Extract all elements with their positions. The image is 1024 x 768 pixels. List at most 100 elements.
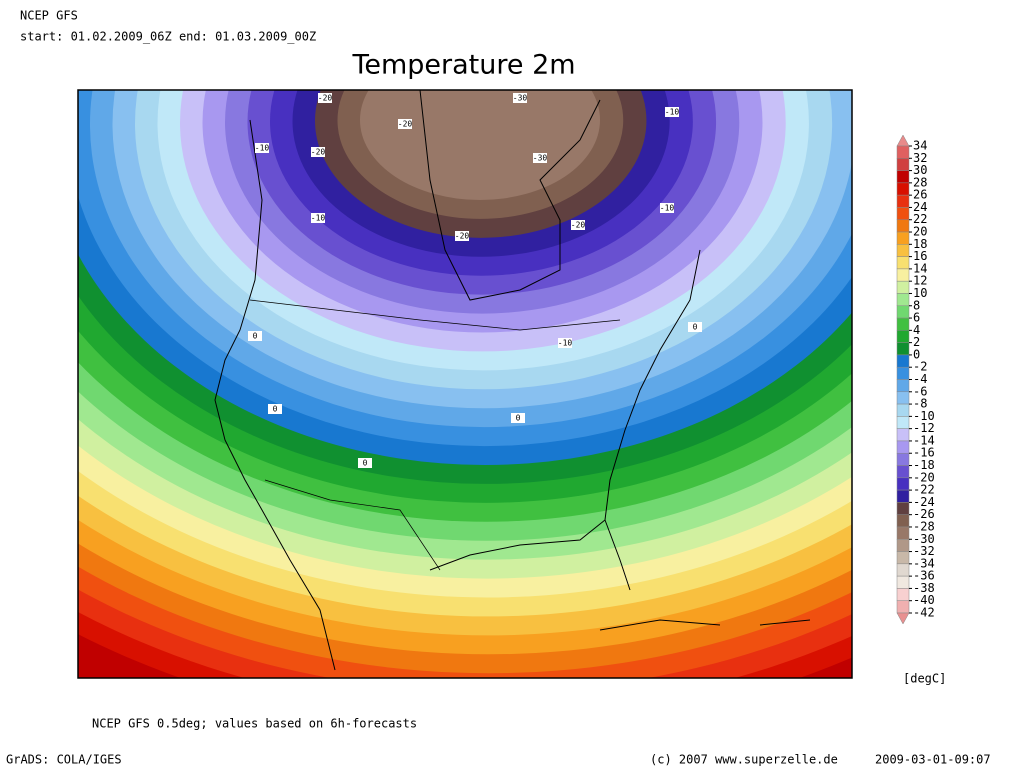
colorbar-label: -32 — [913, 544, 935, 558]
colorbar-cap — [896, 134, 910, 147]
contour-labels: -20 -30 -10 -20 -10 -20 -30 -20 -20 -10 -10 0 -10 0 0 0… — [248, 93, 702, 468]
colorbar-box — [896, 551, 910, 565]
colorbar-box — [896, 354, 910, 368]
colorbar-label: -34 — [913, 556, 935, 570]
colorbar-box — [896, 403, 910, 417]
colorbar-unit: [degC] — [903, 672, 946, 686]
colorbar-label: -6 — [913, 384, 927, 398]
contour-label-box — [660, 203, 674, 213]
colorbar-box — [896, 489, 910, 503]
colorbar-label: -42 — [913, 606, 935, 620]
colorbar-label: 8 — [913, 298, 920, 312]
colorbar-box — [896, 219, 910, 233]
colorbar-box — [896, 158, 910, 171]
colorbar-label: 14 — [913, 261, 927, 275]
contour-label: 0 — [253, 332, 258, 341]
colorbar-label: -18 — [913, 458, 935, 472]
contour-label-box — [311, 213, 325, 223]
coastline — [599, 619, 811, 631]
coastline — [214, 119, 336, 671]
contour-label-box — [455, 231, 469, 241]
colorbar-label: -28 — [913, 519, 935, 533]
colorbar-label: 12 — [913, 274, 927, 288]
colorbar-box — [896, 575, 910, 589]
contour-label: -20 — [318, 94, 333, 103]
colorbar-label: -14 — [913, 433, 935, 447]
colorbar-label: -12 — [913, 421, 935, 435]
colorbar-label: -8 — [913, 397, 927, 411]
colorbar-box — [896, 526, 910, 540]
coastline — [419, 90, 601, 301]
contour-label: -30 — [533, 154, 548, 163]
footer-timestamp: 2009-03-01-09:07 — [875, 753, 991, 767]
colorbar-label: -22 — [913, 483, 935, 497]
footer-software: GrADS: COLA/IGES — [6, 753, 122, 767]
temperature-field — [78, 90, 852, 678]
colorbar-box — [896, 280, 910, 294]
colorbar-label: -36 — [913, 569, 935, 583]
contour-label-box — [248, 331, 262, 341]
colorbar-label: 20 — [913, 225, 927, 239]
field-band — [360, 90, 600, 200]
colorbar-label: 34 — [913, 139, 927, 153]
contour-label-box — [318, 93, 332, 103]
colorbar-box — [896, 342, 910, 356]
colorbar-label: 0 — [913, 347, 920, 361]
contour-label: -30 — [513, 94, 528, 103]
footer-note: NCEP GFS 0.5deg; values based on 6h-fore… — [92, 717, 417, 731]
colorbar-box — [896, 452, 910, 466]
contour-label-box — [268, 404, 282, 414]
colorbar-box — [896, 330, 910, 343]
colorbar-box — [896, 256, 910, 270]
colorbar-label: 16 — [913, 249, 927, 263]
colorbar-box — [896, 563, 910, 577]
contour-label: 0 — [516, 414, 521, 423]
colorbar-box — [896, 416, 910, 429]
colorbar-label: -24 — [913, 495, 935, 509]
contour-label: -10 — [558, 339, 573, 348]
colorbar-box — [896, 428, 910, 442]
colorbar-box — [896, 182, 910, 196]
colorbar-label: -4 — [913, 372, 927, 386]
colorbar-box — [896, 391, 910, 405]
colorbar-box — [896, 502, 910, 515]
colorbar-box — [896, 379, 910, 393]
coastline — [429, 519, 606, 571]
colorbar-box — [896, 317, 910, 331]
border — [264, 479, 441, 571]
colorbar-box — [896, 600, 910, 614]
contour-label-box — [665, 107, 679, 117]
colorbar-box — [896, 440, 910, 454]
colorbar-box — [896, 207, 910, 220]
colorbar-label: 10 — [913, 286, 927, 300]
colorbar-label: -20 — [913, 470, 935, 484]
colorbar-label: 32 — [913, 151, 927, 165]
colorbar-label: -38 — [913, 581, 935, 595]
colorbar-box — [896, 293, 910, 307]
colorbar-label: 28 — [913, 175, 927, 189]
colorbar-label: 4 — [913, 323, 920, 337]
coastlines — [214, 90, 811, 671]
border — [249, 299, 621, 331]
colorbar-label: 30 — [913, 163, 927, 177]
contour-label: 0 — [273, 405, 278, 414]
colorbar-label: -30 — [913, 532, 935, 546]
colorbar-box — [896, 194, 910, 208]
colorbar-box — [896, 465, 910, 479]
contour-label-box — [255, 143, 269, 153]
period-label: start: 01.02.2009_06Z end: 01.03.2009_00… — [20, 30, 316, 44]
colorbar-cap — [896, 612, 910, 625]
colorbar-label: -10 — [913, 409, 935, 423]
contour-label-box — [558, 338, 572, 348]
contour-label: -10 — [660, 204, 675, 213]
contour-label: -10 — [665, 108, 680, 117]
contour-label: -20 — [571, 221, 586, 230]
colorbar-box — [896, 145, 910, 159]
colorbar-box — [896, 514, 910, 528]
colorbar-label: 6 — [913, 311, 920, 325]
contour-label-box — [571, 220, 585, 230]
colorbar-box — [896, 477, 910, 491]
contour-label-box — [688, 322, 702, 332]
